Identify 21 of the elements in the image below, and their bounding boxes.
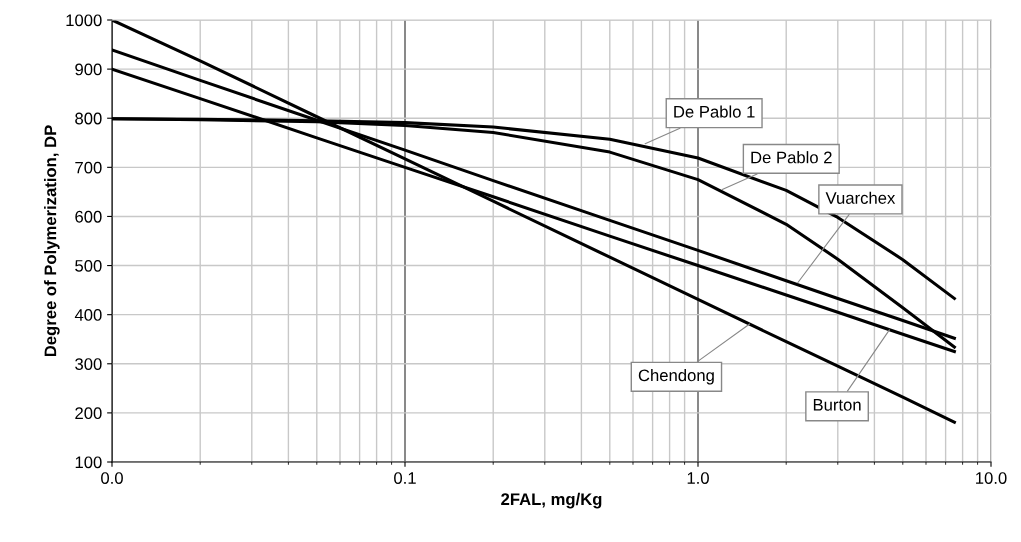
y-tick-label: 700 (75, 161, 102, 174)
y-tick-label: 900 (75, 63, 102, 76)
annotation: De Pablo 2 (751, 151, 832, 164)
y-axis-title: Degree of Polymerization, DP (44, 125, 60, 357)
annotation: Burton (813, 399, 861, 411)
y-tick-label: 500 (75, 259, 102, 272)
x-tick-label: 0.0 (101, 472, 123, 484)
y-tick-label: 1000 (66, 14, 102, 27)
y-tick-label: 100 (75, 456, 102, 469)
annotation: Chendong (638, 369, 714, 385)
annotation: De Pablo 1 (674, 105, 755, 118)
y-tick-label: 200 (75, 407, 102, 420)
x-tick-label: 10.0 (976, 472, 1007, 484)
y-tick-label: 600 (75, 210, 102, 223)
y-tick-label: 800 (75, 112, 102, 125)
y-tick-label: 300 (75, 358, 102, 370)
x-tick-label: 0.1 (394, 472, 416, 484)
annotation: Vuarchex (825, 191, 896, 204)
x-tick-label: 1.0 (687, 472, 709, 484)
x-axis-title: 2FAL, mg/Kg (501, 492, 602, 509)
y-tick-label: 400 (74, 309, 102, 321)
